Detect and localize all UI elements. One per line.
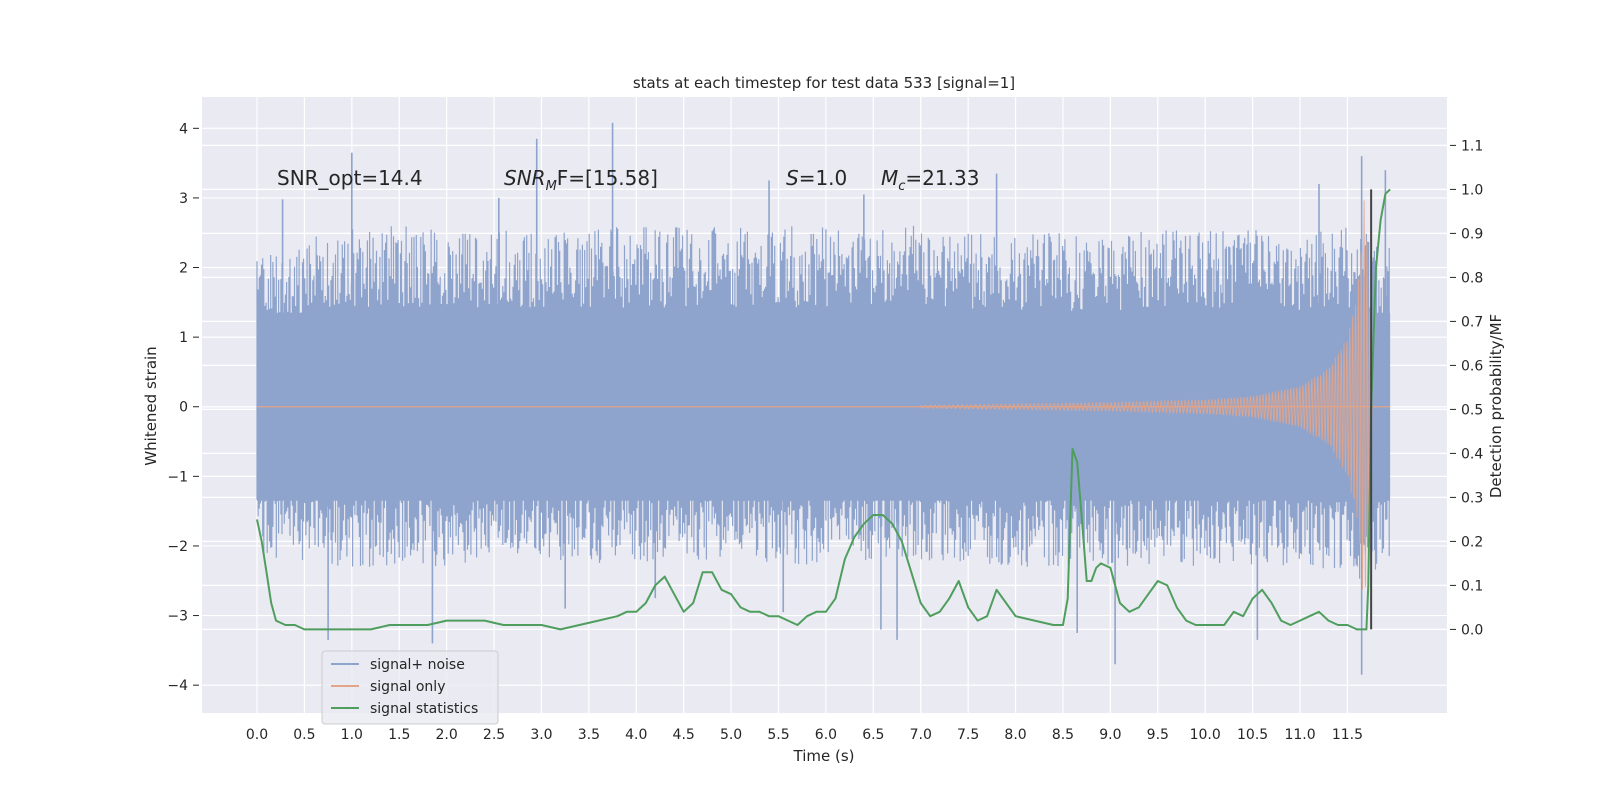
annotation-snr-opt: SNR_opt=14.4 [277,166,423,190]
x-tick-label: 5.5 [767,727,789,743]
annotation-snr-mf-sub: M [546,179,557,194]
x-tick-label: 7.0 [910,727,932,743]
annotation-snr-mf-value: F=[15.58] [557,166,658,190]
x-tick-label: 8.5 [1052,727,1074,743]
y-right-tick-label: 0.0 [1461,622,1483,638]
y-left-tick-label: 3 [179,191,188,207]
annotation-s-symbol: S [786,166,799,190]
annotation-mc-value: =21.33 [905,166,979,190]
annotation-mc-sub: c [898,179,905,194]
x-tick-label: 1.0 [341,727,363,743]
x-tick-label: 0.5 [293,727,315,743]
y-right-tick-label: 0.8 [1461,270,1483,286]
legend-label-signal: signal only [370,679,445,695]
y-left-tick-label: 0 [179,400,188,416]
x-tick-label: 6.5 [862,727,884,743]
x-tick-label: 4.5 [673,727,695,743]
y-left-tick-label: −1 [167,469,188,485]
y-right-tick-label: 0.5 [1461,402,1483,418]
y-left-tick-label: −4 [167,678,188,694]
statistics-series-layer [256,188,1391,631]
x-tick-label: 9.0 [1099,727,1121,743]
legend-label-statistics: signal statistics [370,701,478,717]
annotation-mc-symbol: M [881,166,898,190]
x-tick-label: 2.5 [483,727,505,743]
x-tick-label: 4.0 [625,727,647,743]
x-tick-label: 0.0 [246,727,268,743]
y-left-tick-label: 4 [179,121,188,137]
statistics-line [256,188,1391,631]
y-left-tick-label: −2 [167,539,188,555]
annotation-snr-mf-base: SNR [504,166,546,190]
y-left-tick-label: 1 [179,330,188,346]
y-right-tick-label: 0.4 [1461,446,1483,462]
annotation-mc: Mc=21.33 [881,166,979,194]
y-axis-right-label: Detection probability/MF [1487,314,1505,498]
x-tick-label: 3.0 [530,727,552,743]
y-right-tick-label: 0.3 [1461,490,1483,506]
x-tick-label: 11.5 [1332,727,1363,743]
x-tick-label: 2.0 [436,727,458,743]
chart-title: stats at each timestep for test data 533… [633,74,1015,92]
x-tick-label: 11.0 [1284,727,1315,743]
y-right-tick-label: 0.6 [1461,358,1483,374]
x-tick-label: 1.5 [388,727,410,743]
annotation-s-value: =1.0 [799,166,848,190]
x-tick-label: 9.5 [1147,727,1169,743]
y-right-tick-label: 1.0 [1461,182,1483,198]
legend-label-noise: signal+ noise [370,657,465,673]
x-tick-label: 10.0 [1190,727,1221,743]
annotation-snr-mf: SNRMF=[15.58] [504,166,658,194]
y-left-tick-label: 2 [179,261,188,277]
y-right-tick-label: 0.9 [1461,226,1483,242]
x-axis-label: Time (s) [793,747,855,765]
x-tick-label: 7.5 [957,727,979,743]
y-axis-left-label: Whitened strain [142,346,160,465]
y-left-tick-label: −3 [167,609,188,625]
x-tick-label: 10.5 [1237,727,1268,743]
y-right-tick-label: 1.1 [1461,138,1483,154]
y-right-tick-label: 0.1 [1461,578,1483,594]
y-right-tick-label: 0.2 [1461,534,1483,550]
tick-layer: 0.0 0.5 1.0 1.5 2.0 2.5 3.0 3.5 4.0 4.5 5.0 5.5 6.0 6… [167,121,1483,743]
signal-series-layer [256,200,1391,590]
legend-box [321,650,499,725]
annotation-s: S=1.0 [786,166,847,190]
x-tick-label: 3.5 [578,727,600,743]
x-tick-label: 5.0 [720,727,742,743]
y-right-tick-label: 0.7 [1461,314,1483,330]
x-tick-label: 6.0 [815,727,837,743]
legend: signal+ noise signal only signal statist… [321,650,499,725]
x-tick-label: 8.0 [1004,727,1026,743]
